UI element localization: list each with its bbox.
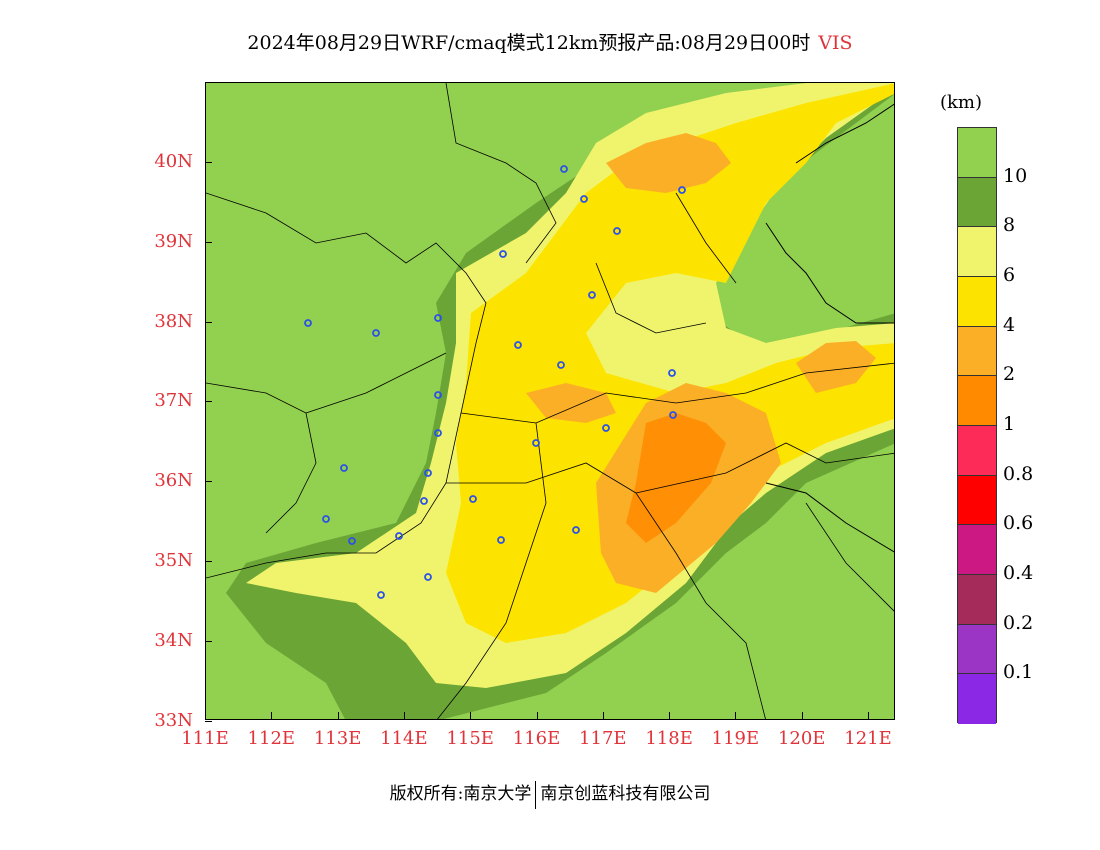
y-tick-mark (205, 640, 212, 642)
x-tick-label: 111E (181, 728, 229, 749)
vis-1-2-area (626, 413, 726, 543)
y-tick-mark (205, 321, 212, 323)
colorbar-label: 0.2 (1003, 611, 1034, 634)
colorbar-segment (958, 574, 996, 625)
x-tick-label: 119E (711, 728, 760, 749)
title-variable: VIS (818, 32, 853, 54)
y-tick-label: 39N (154, 230, 193, 252)
x-tick-mark (801, 712, 803, 719)
x-tick-label: 113E (313, 728, 362, 749)
visibility-map (205, 82, 895, 720)
vis-2-4-area-east (796, 341, 876, 393)
y-tick-label: 36N (154, 470, 193, 492)
x-tick-label: 115E (446, 728, 494, 749)
copyright-footer: 版权所有:南京大学 南京创蓝科技有限公司 (0, 779, 1100, 809)
colorbar-label: 8 (1003, 214, 1016, 237)
footer-separator (535, 780, 537, 809)
x-tick-label: 114E (380, 728, 428, 749)
boundary-lines (206, 83, 894, 719)
colorbar-label: 0.4 (1003, 562, 1034, 584)
vis-2-4-area-north (606, 133, 731, 193)
x-tick-mark (536, 712, 538, 719)
colorbar-segment (958, 376, 996, 426)
colorbar-segment (958, 475, 996, 526)
x-tick-mark (470, 712, 472, 719)
vis-2-4-area-central (526, 383, 616, 423)
colorbar-segment (958, 177, 996, 228)
map-canvas (206, 83, 894, 719)
footer-left: 版权所有:南京大学 (389, 784, 532, 804)
colorbar-segment (958, 624, 996, 675)
x-tick-mark (403, 712, 405, 719)
y-tick-label: 40N (154, 151, 193, 172)
colorbar (957, 127, 997, 724)
y-tick-label: 33N (154, 709, 193, 731)
coastline-yellow-sea (765, 482, 894, 553)
colorbar-label: 1 (1003, 413, 1016, 435)
city-markers (304, 165, 686, 599)
y-tick-label: 38N (154, 310, 193, 332)
x-tick-label: 112E (247, 728, 296, 749)
coastline-bohai (765, 222, 894, 324)
colorbar-label: 6 (1003, 264, 1016, 286)
x-tick-label: 120E (777, 728, 826, 749)
x-tick-mark (337, 712, 339, 719)
y-tick-label: 37N (154, 390, 193, 412)
y-tick-mark (205, 481, 212, 483)
x-tick-label: 116E (512, 728, 561, 749)
colorbar-label: 0.8 (1003, 462, 1034, 485)
y-tick-mark (205, 720, 212, 722)
coastline-north (795, 103, 894, 164)
y-tick-mark (205, 561, 212, 562)
colorbar-segment (958, 276, 996, 327)
colorbar-segment (958, 425, 996, 476)
x-tick-mark (735, 712, 737, 719)
colorbar-label: 10 (1003, 164, 1028, 187)
map-title: 2024年08月29日WRF/cmaq模式12km预报产品:08月29日00时 V… (0, 28, 1100, 55)
colorbar-segment (958, 227, 996, 277)
y-tick-mark (205, 401, 212, 403)
colorbar-label: 4 (1003, 313, 1016, 336)
x-tick-mark (868, 712, 869, 719)
footer-right: 南京创蓝科技有限公司 (540, 784, 711, 804)
x-tick-mark (205, 712, 206, 719)
colorbar-label: 0.6 (1003, 512, 1034, 535)
x-tick-mark (271, 712, 273, 719)
x-tick-label: 117E (579, 728, 627, 749)
colorbar-segment (958, 326, 996, 377)
colorbar-unit: (km) (940, 92, 983, 113)
colorbar-segment (958, 128, 996, 178)
y-tick-mark (205, 241, 212, 243)
y-tick-mark (205, 162, 212, 163)
title-main: 2024年08月29日WRF/cmaq模式12km预报产品:08月29日00时 (247, 32, 811, 54)
colorbar-segment (958, 674, 996, 724)
x-tick-label: 121E (844, 728, 892, 749)
y-tick-label: 35N (154, 550, 193, 571)
colorbar-segment (958, 525, 996, 575)
x-tick-mark (602, 712, 604, 719)
colorbar-label: 0.1 (1003, 661, 1034, 684)
x-tick-mark (669, 712, 671, 719)
vis-4-6-area (446, 83, 894, 643)
y-tick-label: 34N (154, 629, 193, 651)
x-tick-label: 118E (645, 728, 693, 749)
colorbar-label: 2 (1003, 363, 1016, 386)
